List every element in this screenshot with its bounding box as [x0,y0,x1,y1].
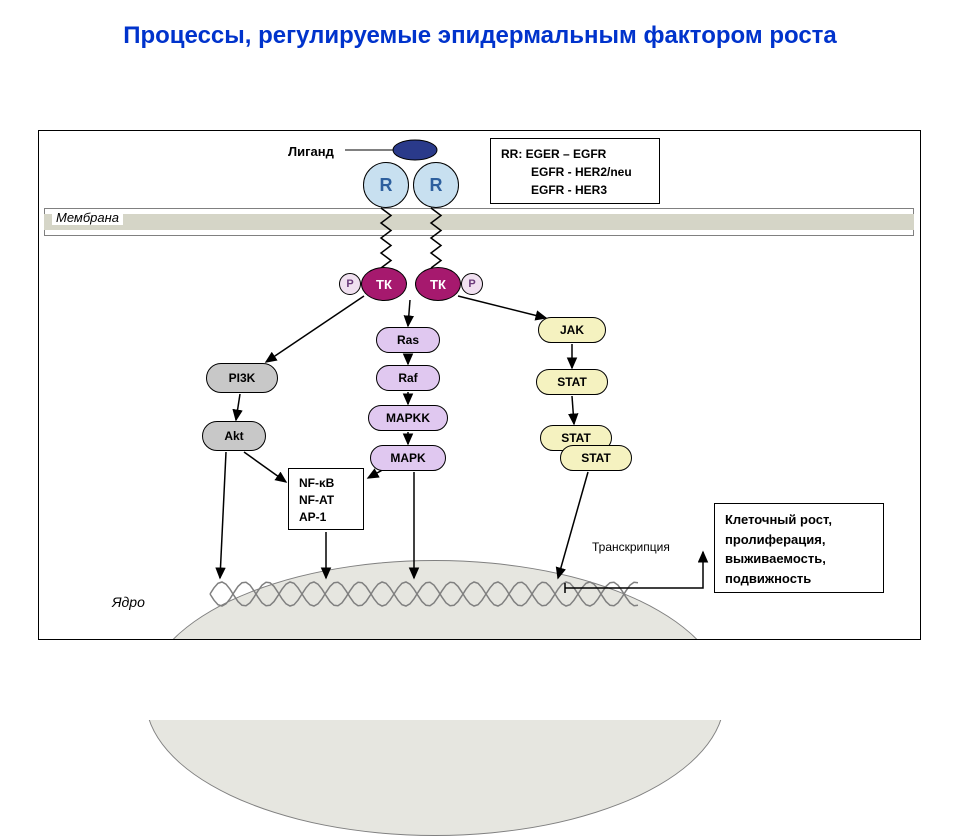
diagram-frame [38,130,921,640]
page-title: Процессы, регулируемые эпидермальным фак… [0,0,960,61]
